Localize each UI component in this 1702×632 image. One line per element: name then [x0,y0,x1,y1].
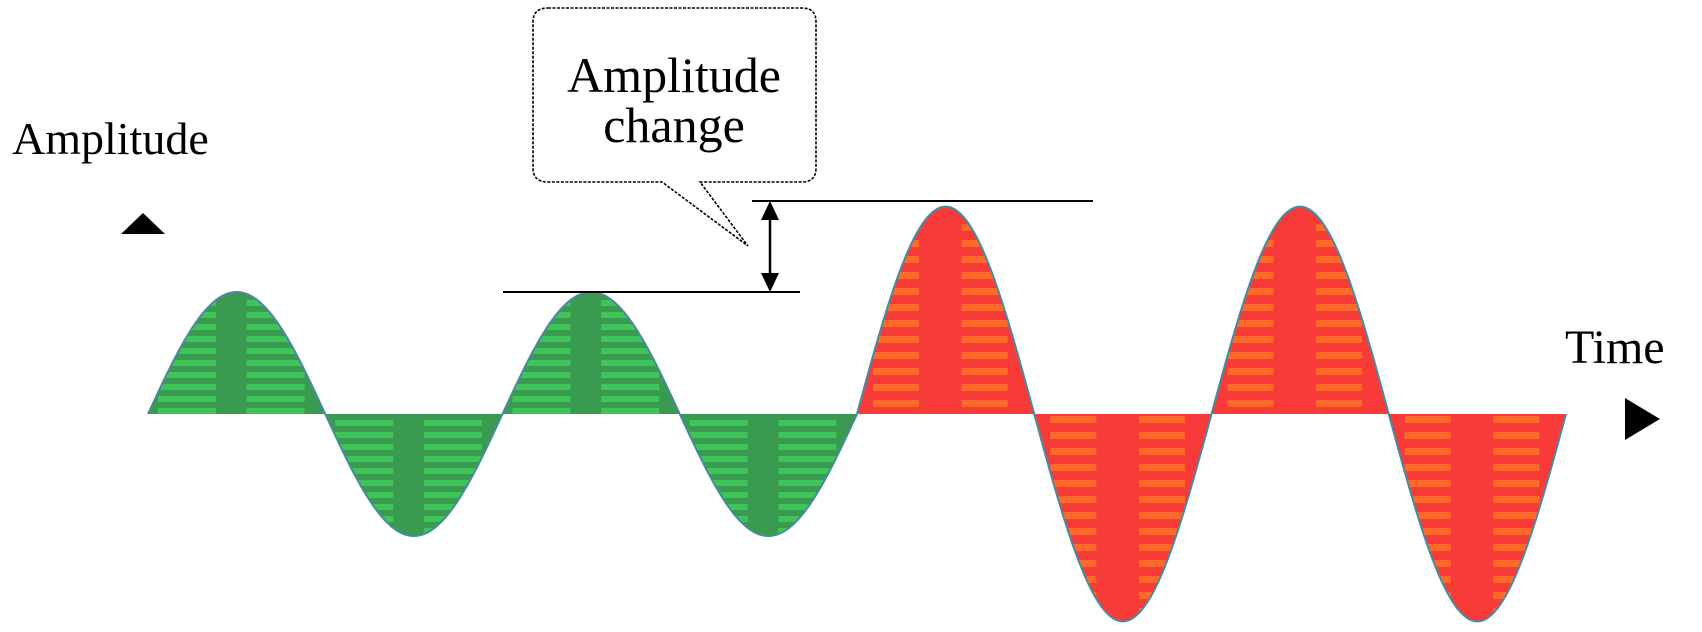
large-wave-stripe-bands [873,206,1540,622]
small-wave-outline [147,290,858,538]
stripe-band [246,292,305,536]
double-headed-arrow-icon [761,201,779,292]
stripe-band [1316,206,1363,622]
right-triangle-icon [1625,398,1660,440]
callout-text-line2: change [603,97,745,153]
stripe-band [1227,206,1274,622]
up-triangle-icon [121,213,165,234]
stripe-band [158,292,216,536]
callout-text-line1: Amplitude [567,47,781,103]
large-wave-outline [856,205,1567,623]
stripe-band [1493,206,1540,622]
y-axis-label: Amplitude [12,113,209,164]
stripe-band [873,206,919,622]
stripe-band [961,206,1008,622]
stripe-band [423,292,482,536]
stripe-band [1404,206,1451,622]
stripe-band [1138,206,1185,622]
stripe-band [1050,206,1097,622]
amplitude-change-callout: Amplitude change [532,7,817,247]
callout-bubble [532,7,817,247]
large-amplitude-wave [856,205,1567,623]
stripe-band [335,292,394,536]
x-axis-label: Time [1565,321,1665,374]
